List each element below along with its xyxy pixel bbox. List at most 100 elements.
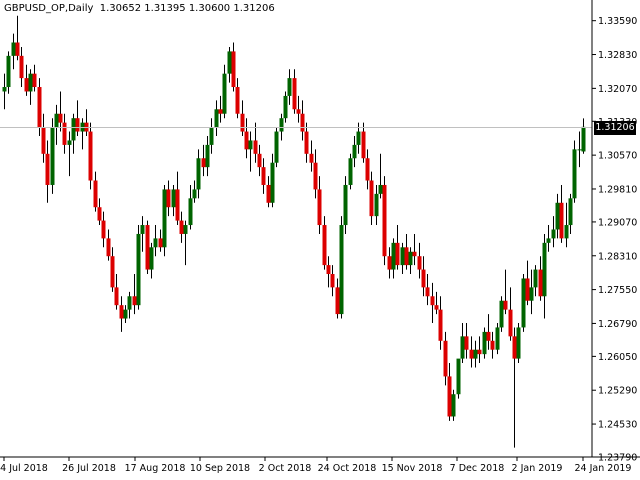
candle-body: [166, 189, 171, 208]
candle: [378, 153, 383, 199]
candle-body: [11, 42, 16, 56]
candle: [322, 216, 327, 270]
candle-body: [192, 189, 197, 199]
candle-body: [62, 122, 67, 145]
candle: [538, 256, 543, 301]
candles-layer: [2, 15, 586, 448]
candle-body: [460, 336, 465, 359]
candle-body: [564, 225, 569, 239]
candle: [417, 242, 422, 279]
candle: [529, 269, 534, 315]
candle-body: [270, 162, 275, 203]
candle: [477, 336, 482, 364]
price-tick-label: 1.24530: [598, 420, 637, 431]
candle: [257, 144, 262, 177]
time-tick-label: 24 Jan 2019: [575, 463, 632, 474]
candle: [525, 260, 530, 306]
candle-body: [106, 238, 111, 257]
candle-body: [490, 340, 495, 350]
candle: [559, 184, 564, 243]
price-tick-label: 1.23790: [598, 453, 637, 464]
candle: [231, 42, 236, 92]
candle: [149, 242, 154, 279]
candle: [447, 363, 452, 421]
candle-body: [222, 73, 227, 114]
candle-body: [335, 287, 340, 315]
candle-body: [430, 296, 435, 306]
candle: [400, 242, 405, 275]
candle: [140, 216, 145, 252]
candle-body: [205, 144, 210, 168]
candle: [106, 229, 111, 261]
candle: [175, 171, 180, 226]
candle-body: [6, 55, 11, 88]
candle-body: [123, 309, 128, 319]
candle-body: [119, 305, 124, 319]
candle-body: [261, 167, 266, 185]
candle: [421, 256, 426, 297]
candle: [240, 100, 245, 136]
candle-body: [97, 207, 102, 221]
candle-body: [512, 336, 517, 359]
candle: [244, 118, 249, 159]
candle-body: [343, 184, 348, 226]
candle: [283, 91, 288, 123]
candle: [58, 91, 63, 132]
candle: [101, 211, 106, 248]
candle-body: [153, 238, 158, 248]
candle-body: [538, 269, 543, 297]
candle-body: [525, 278, 530, 301]
candle: [387, 247, 392, 279]
candle: [158, 229, 163, 252]
candle: [266, 176, 271, 208]
candle-body: [292, 78, 297, 110]
candle-body: [477, 349, 482, 355]
candle-body: [356, 131, 361, 145]
candle: [145, 220, 150, 275]
candle-body: [266, 184, 271, 203]
candle-body: [438, 309, 443, 341]
candle: [292, 69, 297, 114]
candle-body: [555, 202, 560, 230]
candle: [568, 193, 573, 234]
candle-body: [145, 225, 150, 270]
candle: [512, 327, 517, 448]
candle: [253, 122, 258, 163]
candle: [551, 216, 556, 248]
candle-body: [361, 131, 366, 159]
candle-body: [425, 287, 430, 297]
candle-body: [240, 113, 245, 132]
candle: [162, 184, 167, 257]
candle-body: [32, 73, 37, 88]
candle: [188, 184, 193, 230]
candle: [15, 15, 20, 61]
candle-body: [235, 87, 240, 114]
candle: [2, 73, 7, 110]
candle-body: [231, 51, 236, 88]
time-tick-label: 10 Sep 2018: [190, 463, 250, 474]
candle: [62, 113, 67, 154]
candle-body: [196, 158, 201, 190]
candle-body: [296, 109, 301, 114]
candle-body: [495, 327, 500, 350]
candle-body: [93, 180, 98, 208]
candle: [391, 238, 396, 279]
time-tick-label: 24 Oct 2018: [318, 463, 377, 474]
candle-body: [149, 247, 154, 270]
candle: [326, 256, 331, 288]
candle: [382, 176, 387, 266]
candle: [330, 265, 335, 297]
candle: [248, 131, 253, 172]
candle: [404, 233, 409, 270]
candle-body: [533, 269, 538, 288]
candle-body: [101, 220, 106, 239]
candle-body: [395, 242, 400, 266]
candle-body: [456, 358, 461, 395]
candle: [508, 287, 513, 341]
candle-body: [387, 256, 392, 270]
candle: [84, 109, 89, 136]
candle-body: [572, 149, 577, 199]
candle-body: [171, 189, 176, 208]
